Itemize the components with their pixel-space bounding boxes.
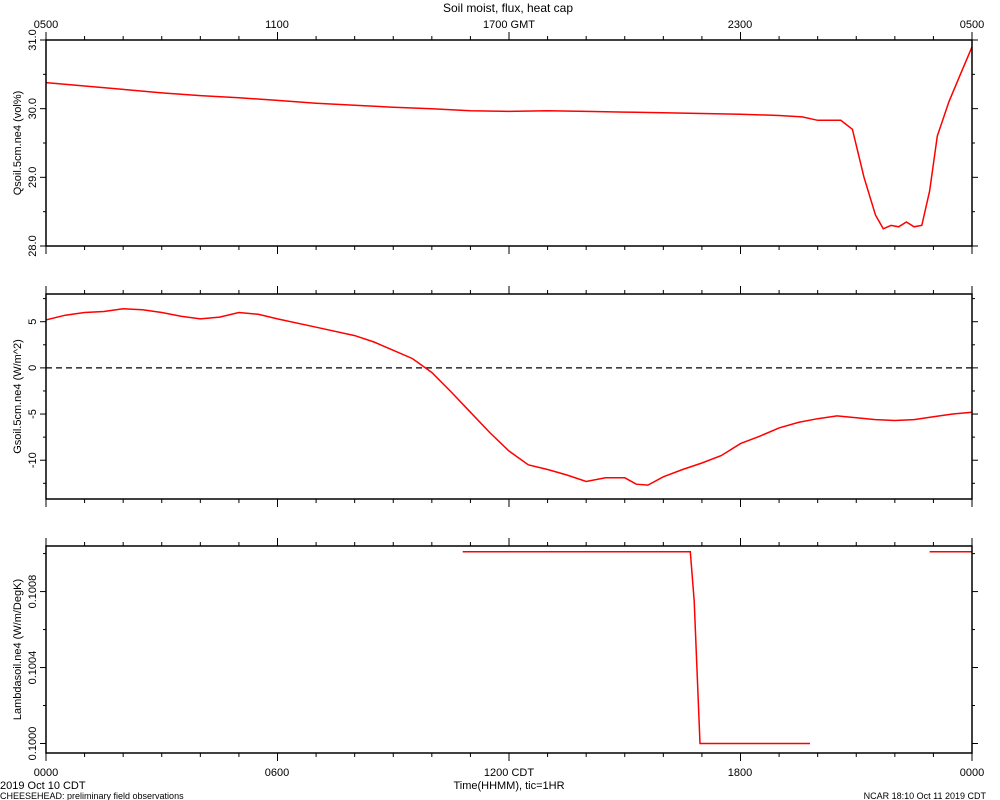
footer-date: 2019 Oct 10 CDT: [0, 780, 86, 792]
y-tick-label: 31.0: [27, 29, 39, 50]
y-tick-label: -10: [27, 452, 39, 468]
y-axis-title: Qsoil.5cm.ne4 (vol%): [12, 91, 24, 196]
x-axis-title: Time(HHMM), tic=1HR: [453, 780, 564, 792]
y-tick-label: 29.0: [27, 167, 39, 188]
plot-frame: [45, 545, 973, 754]
y-tick-label: 0.1000: [27, 727, 39, 761]
y-tick-label: 30.0: [27, 98, 39, 119]
series-line: [462, 550, 810, 745]
footer: 2019 Oct 10 CDT CHEESEHEAD: preliminary …: [0, 780, 986, 800]
bottom-tick-label: 1200 CDT: [484, 767, 534, 779]
panel-2: -10 -5 0 5 Gsoil.5cm.ne4 (W/m^2): [12, 286, 978, 507]
bottom-tick-label: 1800: [728, 767, 752, 779]
series-line: [46, 46, 972, 230]
top-tick-label: 1700 GMT: [483, 19, 535, 31]
y-axis-title: Gsoil.5cm.ne4 (W/m^2): [12, 339, 24, 454]
footer-caption: CHEESEHEAD: preliminary field observatio…: [0, 791, 184, 800]
plot-frame: [45, 39, 973, 247]
top-tick-label: 0500: [34, 19, 58, 31]
series-line: [46, 308, 972, 486]
top-tick-label: 2300: [728, 19, 752, 31]
bottom-tick-label: 0000: [34, 767, 58, 779]
y-tick-label: 0: [27, 365, 39, 371]
bottom-tick-label: 0000: [960, 767, 984, 779]
y-tick-label: 5: [27, 319, 39, 325]
chart-title: Soil moist, flux, heat cap: [443, 1, 573, 15]
panel-1: 28.0 29.0 30.0 31.0 Qsoil.5cm.ne4 (vol%): [12, 29, 978, 257]
y-tick-label: 0.1004: [27, 651, 39, 685]
top-axis-labels: 0500 1100 1700 GMT 2300 0500: [34, 19, 984, 31]
y-axis-title: Lambdasoil.ne4 (W/m/DegK): [12, 579, 24, 720]
y-tick-label: 0.1008: [27, 575, 39, 609]
bottom-axis-labels: 0000 0600 1200 CDT 1800 0000 Time(HHMM),…: [34, 767, 984, 792]
y-tick-label: 28.0: [27, 235, 39, 256]
top-tick-label: 1100: [265, 19, 289, 31]
plot-frame: [45, 293, 973, 500]
bottom-tick-label: 0600: [265, 767, 289, 779]
y-tick-label: -5: [27, 409, 39, 419]
top-tick-label: 0500: [960, 19, 984, 31]
footer-timestamp: NCAR 18:10 Oct 11 2019 CDT: [864, 791, 987, 800]
